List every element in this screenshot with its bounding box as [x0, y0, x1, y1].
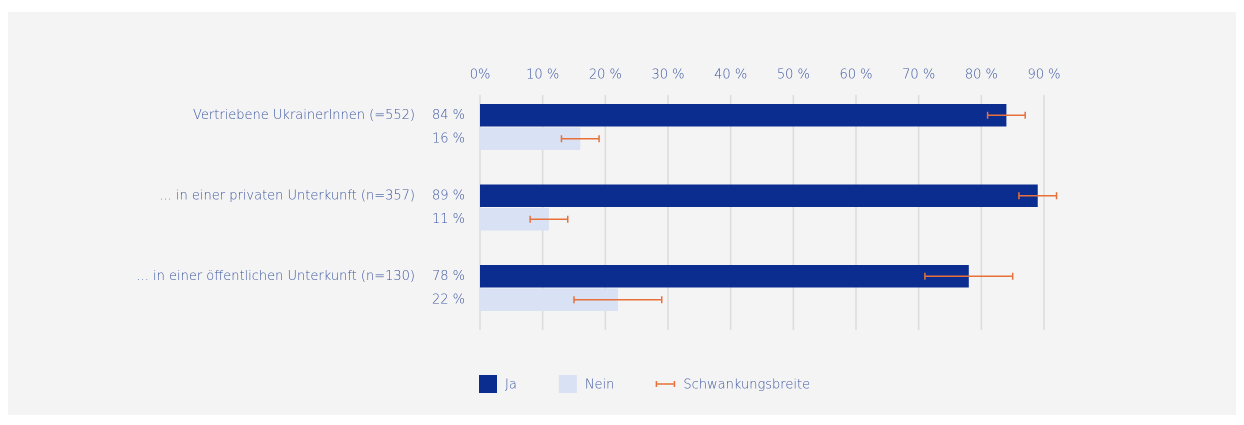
bar: [480, 265, 969, 288]
bar: [480, 104, 1007, 127]
value-label: 84 %: [432, 108, 465, 123]
error-bar: [986, 111, 1026, 119]
x-tick-label: 0%: [470, 68, 491, 83]
bar: [480, 184, 1038, 207]
legend-label: Schwankungsbreite: [683, 378, 810, 393]
bar: [480, 288, 618, 311]
legend-swatch: [479, 375, 497, 393]
value-label: 16 %: [432, 131, 465, 146]
bar: [480, 208, 549, 231]
error-bar: [1018, 192, 1058, 200]
value-label: 89 %: [432, 188, 465, 203]
category-label: ... in einer öffentlichen Unterkunft (n=…: [136, 269, 415, 284]
x-tick-label: 90 %: [1027, 68, 1060, 83]
error-bar: [924, 272, 1014, 280]
x-tick-label: 50 %: [777, 68, 810, 83]
legend-label: Nein: [585, 378, 615, 393]
legend-error-icon: [655, 381, 676, 387]
legend-swatch: [558, 375, 577, 393]
x-tick-label: 40 %: [714, 68, 747, 83]
error-bar: [560, 135, 600, 143]
x-tick-label: 80 %: [965, 68, 998, 83]
category-label: Vertriebene UkrainerInnen (=552): [193, 108, 415, 123]
legend-label: Ja: [505, 378, 517, 393]
x-tick-label: 10 %: [526, 68, 559, 83]
x-tick-label: 60 %: [839, 68, 872, 83]
x-tick-label: 20 %: [589, 68, 622, 83]
category-label: ... in einer privaten Unterkunft (n=357): [159, 189, 415, 204]
value-label: 22 %: [432, 292, 465, 307]
panel: [8, 12, 1236, 415]
error-bar: [529, 215, 569, 223]
error-bar: [573, 296, 663, 304]
x-tick-label: 30 %: [651, 68, 684, 83]
value-label: 11 %: [432, 212, 465, 227]
value-label: 78 %: [432, 269, 465, 284]
bar: [480, 127, 581, 150]
x-tick-label: 70 %: [902, 68, 935, 83]
